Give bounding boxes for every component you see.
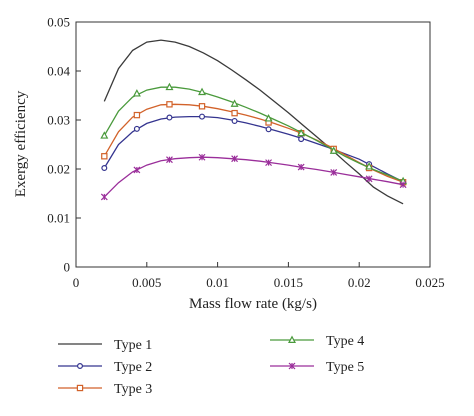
series-type-2 [101, 113, 407, 185]
data-point-type-4 [198, 87, 207, 96]
series-line-type-3 [103, 103, 404, 183]
series-type-1 [103, 39, 404, 205]
legend-item-type-2: Type 2 [58, 360, 152, 375]
data-point-type-4 [230, 99, 239, 107]
series-line-type-2 [103, 115, 404, 183]
y-tick-label: 0.02 [47, 162, 70, 177]
plot-frame [75, 21, 431, 268]
x-tick-label: 0.015 [274, 275, 303, 290]
data-point-type-4 [264, 114, 273, 122]
data-point-type-3 [231, 109, 238, 117]
y-tick-label: 0.05 [47, 15, 70, 30]
data-point-type-4 [329, 146, 338, 154]
data-point-type-5 [133, 166, 141, 174]
data-point-type-5 [166, 156, 173, 164]
legend-item-type-1: Type 1 [58, 338, 152, 353]
data-point-type-2 [199, 113, 206, 120]
series-line-type-4 [103, 86, 404, 182]
legend-swatch-marker [76, 363, 83, 370]
legend-item-type-5: Type 5 [270, 360, 364, 375]
x-axis-label: Mass flow rate (kg/s) [189, 296, 317, 312]
data-point-type-4 [365, 162, 374, 170]
legend: Type 1 Type 2 Type 3 Type 4 Type 5 [58, 334, 364, 397]
data-point-type-4 [132, 89, 141, 97]
legend-label: Type 3 [114, 382, 152, 397]
x-tick-label: 0.01 [206, 275, 229, 290]
data-point-type-2 [101, 165, 108, 172]
legend-label: Type 4 [326, 334, 364, 349]
data-point-type-5 [399, 181, 407, 189]
series-type-5 [100, 153, 407, 201]
data-point-type-2 [298, 136, 305, 143]
legend-label: Type 2 [114, 360, 152, 375]
data-point-type-4 [297, 128, 306, 137]
data-point-type-3 [133, 111, 141, 119]
x-tick-label: 0 [73, 275, 80, 290]
series-type-3 [101, 101, 407, 186]
legend-item-type-3: Type 3 [58, 382, 152, 397]
y-tick-label: 0 [64, 260, 71, 275]
x-tick-label: 0.02 [348, 275, 371, 290]
data-point-type-5 [100, 193, 108, 201]
y-tick-label: 0.01 [47, 211, 70, 226]
legend-label: Type 5 [326, 360, 364, 375]
data-point-type-5 [297, 163, 305, 171]
series-line-type-5 [103, 156, 404, 198]
series-line-type-1 [103, 39, 404, 205]
x-tick-label: 0.005 [132, 275, 161, 290]
legend-swatch-marker [76, 384, 84, 392]
data-point-type-2 [133, 125, 140, 132]
data-point-type-5 [330, 169, 338, 176]
data-point-type-5 [231, 155, 239, 163]
series-type-4 [100, 82, 408, 185]
series-layer [100, 39, 408, 205]
y-tick-label: 0.04 [47, 64, 70, 79]
data-point-type-3 [198, 103, 206, 110]
data-point-type-5 [265, 159, 273, 167]
legend-item-type-4: Type 4 [270, 334, 364, 349]
y-tick-label: 0.03 [47, 113, 70, 128]
y-axis-label: Exergy efficiency [13, 90, 29, 197]
x-tick-label: 0.025 [415, 275, 444, 290]
data-point-type-5 [198, 153, 206, 161]
legend-swatch-marker [288, 362, 296, 370]
data-point-type-2 [265, 126, 272, 133]
legend-label: Type 1 [114, 338, 152, 353]
data-point-type-4 [165, 82, 174, 91]
data-point-type-3 [101, 153, 108, 160]
data-point-type-2 [166, 114, 173, 121]
data-point-type-2 [231, 117, 238, 124]
data-point-type-5 [365, 175, 373, 183]
data-point-type-4 [100, 131, 109, 139]
data-point-type-3 [166, 101, 173, 108]
axis-ticks: 0 0.005 0.01 0.015 0.02 0.025 0 0.01 0.02 0.03 0.0… [47, 15, 444, 291]
legend-swatch-marker [287, 335, 297, 343]
